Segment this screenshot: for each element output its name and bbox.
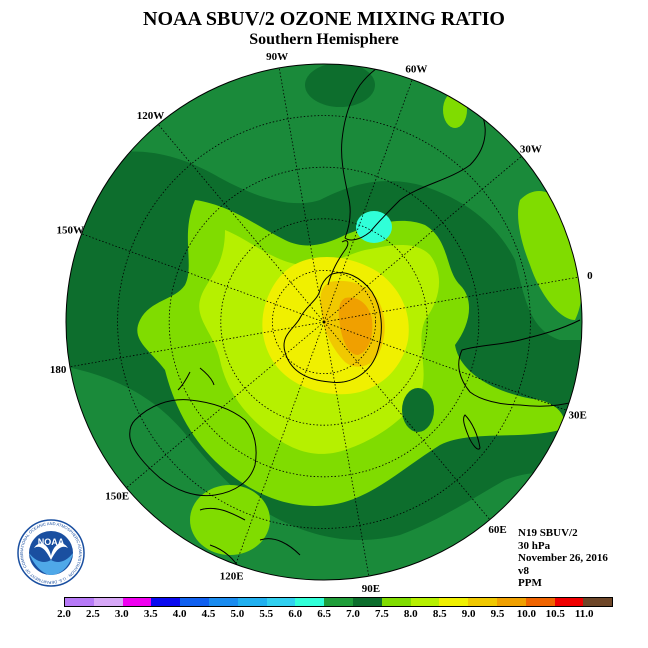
latitude-circle bbox=[220, 218, 428, 426]
colorbar-swatch bbox=[151, 598, 181, 606]
colorbar-swatch bbox=[208, 598, 238, 606]
ozone-field bbox=[66, 64, 582, 580]
field-7-0-loop bbox=[402, 388, 434, 432]
longitude-line bbox=[235, 321, 325, 565]
colorbar-tick-label: 7.5 bbox=[375, 608, 389, 620]
longitude-line bbox=[278, 67, 325, 323]
colorbar-tick-label: 10.5 bbox=[545, 608, 565, 620]
longitude-line bbox=[126, 321, 325, 489]
colorbar-swatch bbox=[439, 598, 469, 606]
latitude-circle bbox=[168, 166, 480, 478]
colorbar-swatch bbox=[93, 598, 123, 606]
longitude-label: 180 bbox=[50, 364, 67, 376]
longitude-line bbox=[323, 276, 579, 323]
colorbar-tick-label: 6.0 bbox=[288, 608, 303, 620]
longitude-line bbox=[157, 124, 325, 323]
date-text: November 26, 2016 bbox=[518, 552, 608, 564]
level-text: 30 hPa bbox=[518, 539, 551, 552]
colorbar-swatch bbox=[180, 598, 209, 606]
noaa-logo-icon: NOAA NATIONAL OCEANIC AND ATMOSPHERIC AD… bbox=[16, 518, 85, 587]
colorbar-tick-label: 5.5 bbox=[259, 608, 274, 620]
longitude-label: 60E bbox=[488, 524, 506, 536]
antarctic-peninsula bbox=[327, 240, 349, 286]
field-7-5-southwest bbox=[190, 485, 270, 555]
longitude-label: 90W bbox=[266, 51, 288, 63]
longitude-line bbox=[323, 155, 522, 323]
longitude-label: 0 bbox=[587, 270, 593, 282]
colorbar-swatch bbox=[381, 598, 411, 606]
colorbar-swatch bbox=[468, 598, 497, 606]
field-9-5 bbox=[338, 297, 373, 355]
field-7-0-north bbox=[305, 64, 375, 107]
page-subtitle: Southern Hemisphere bbox=[249, 31, 399, 48]
colorbar-swatch bbox=[122, 598, 152, 606]
colorbar-tick-label: 10.0 bbox=[516, 608, 537, 620]
colorbar-swatch bbox=[496, 598, 526, 606]
longitude-line bbox=[69, 321, 325, 368]
colorbar-tick-label: 4.5 bbox=[201, 608, 216, 620]
colorbar-swatch bbox=[352, 598, 382, 606]
coastlines bbox=[129, 64, 581, 571]
longitude-line bbox=[323, 321, 491, 520]
longitude-line bbox=[323, 79, 413, 323]
australia-coast bbox=[129, 399, 257, 497]
logo-text: NOAA bbox=[38, 537, 65, 547]
colorbar-tick-label: 2.0 bbox=[57, 608, 71, 620]
longitude-line bbox=[81, 233, 325, 323]
colorbar-tick-label: 6.5 bbox=[317, 608, 331, 620]
colorbar-swatch bbox=[410, 598, 440, 606]
colorbar-tick-label: 7.0 bbox=[346, 608, 360, 620]
colorbar-tick-label: 8.5 bbox=[432, 608, 447, 620]
colorbar-tick-label: 5.0 bbox=[230, 608, 245, 620]
units-text: PPM bbox=[518, 577, 542, 589]
colorbar-tick-label: 3.0 bbox=[114, 608, 129, 620]
colorbar-swatch bbox=[324, 598, 353, 606]
graticule bbox=[69, 67, 579, 577]
colorbar-swatch bbox=[554, 598, 584, 606]
colorbar-swatch bbox=[583, 598, 613, 606]
map-boundary bbox=[65, 63, 583, 581]
colorbar-tick-label: 2.5 bbox=[86, 608, 100, 620]
colorbar-swatch bbox=[65, 598, 94, 606]
colorbar-tick-label: 3.5 bbox=[143, 608, 158, 620]
longitude-label: 30W bbox=[520, 143, 542, 155]
longitude-labels: 90W 60W 30W 0 30E 60E 90E 120E 150E 180 150W 120W bbox=[50, 51, 593, 595]
colorbar-swatch bbox=[237, 598, 267, 606]
info-panel: N19 SBUV/2 30 hPa November 26, 2016 v8 P… bbox=[518, 527, 608, 590]
field-7-5-north bbox=[443, 92, 467, 128]
new-zealand-coast bbox=[177, 367, 215, 391]
antarctica-coast bbox=[283, 272, 382, 383]
longitude-label: 150W bbox=[57, 225, 85, 237]
longitude-line bbox=[323, 321, 370, 577]
colorbar-tick-label: 9.0 bbox=[461, 608, 476, 620]
latitude-circle bbox=[271, 269, 376, 374]
instrument-text: N19 SBUV/2 bbox=[518, 527, 578, 539]
madagascar-coast bbox=[463, 414, 481, 450]
longitude-label: 120W bbox=[137, 110, 165, 122]
colorbar-ticks: 2.0 2.5 3.0 3.5 4.0 4.5 5.0 5.5 6.0 6.5 7.0 7.5 8.0 8… bbox=[57, 607, 593, 623]
colorbar-tick-label: 8.0 bbox=[403, 608, 418, 620]
longitude-label: 60W bbox=[405, 63, 427, 75]
longitude-label: 120E bbox=[220, 571, 244, 583]
longitude-label: 150E bbox=[105, 491, 129, 503]
colorbar-swatch bbox=[525, 598, 555, 606]
colorbar-tick-label: 11.0 bbox=[574, 608, 594, 620]
colorbar-swatch bbox=[266, 598, 296, 606]
africa-coast bbox=[458, 319, 581, 407]
colorbar-tick-label: 4.0 bbox=[172, 608, 187, 620]
longitude-line bbox=[323, 321, 567, 411]
colorbar-swatch bbox=[295, 598, 325, 606]
colorbar bbox=[64, 597, 614, 607]
longitude-label: 30E bbox=[569, 409, 587, 421]
longitude-label: 90E bbox=[362, 583, 380, 595]
version-text: v8 bbox=[518, 564, 529, 577]
page-title: NOAA SBUV/2 OZONE MIXING RATIO bbox=[143, 8, 505, 30]
latitude-circle bbox=[117, 115, 531, 529]
colorbar-tick-label: 9.5 bbox=[490, 608, 505, 620]
